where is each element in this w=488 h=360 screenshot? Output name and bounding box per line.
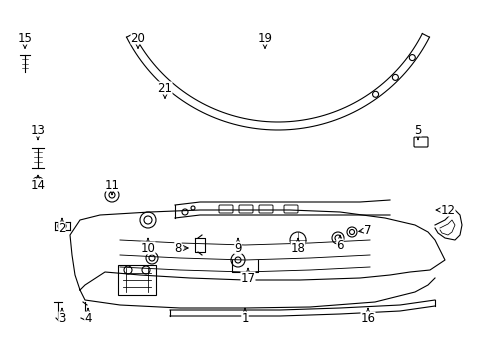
Text: 13: 13 <box>30 123 45 139</box>
Text: 20: 20 <box>130 32 145 48</box>
Text: 8: 8 <box>174 242 188 255</box>
Text: 12: 12 <box>435 203 454 216</box>
Text: 19: 19 <box>257 32 272 48</box>
Text: 6: 6 <box>336 235 343 252</box>
Text: 14: 14 <box>30 176 45 192</box>
Text: 1: 1 <box>241 309 248 324</box>
Text: 18: 18 <box>290 239 305 255</box>
Text: 3: 3 <box>58 309 65 324</box>
Text: 15: 15 <box>18 32 32 48</box>
Text: 11: 11 <box>104 179 119 194</box>
Text: 10: 10 <box>140 239 155 255</box>
Text: 2: 2 <box>58 219 65 234</box>
Text: 9: 9 <box>234 239 241 255</box>
Text: 16: 16 <box>360 309 375 324</box>
Text: 7: 7 <box>358 224 371 237</box>
Text: 5: 5 <box>413 123 421 139</box>
Text: 4: 4 <box>84 309 92 324</box>
Text: 21: 21 <box>157 81 172 98</box>
Text: 17: 17 <box>240 269 255 284</box>
